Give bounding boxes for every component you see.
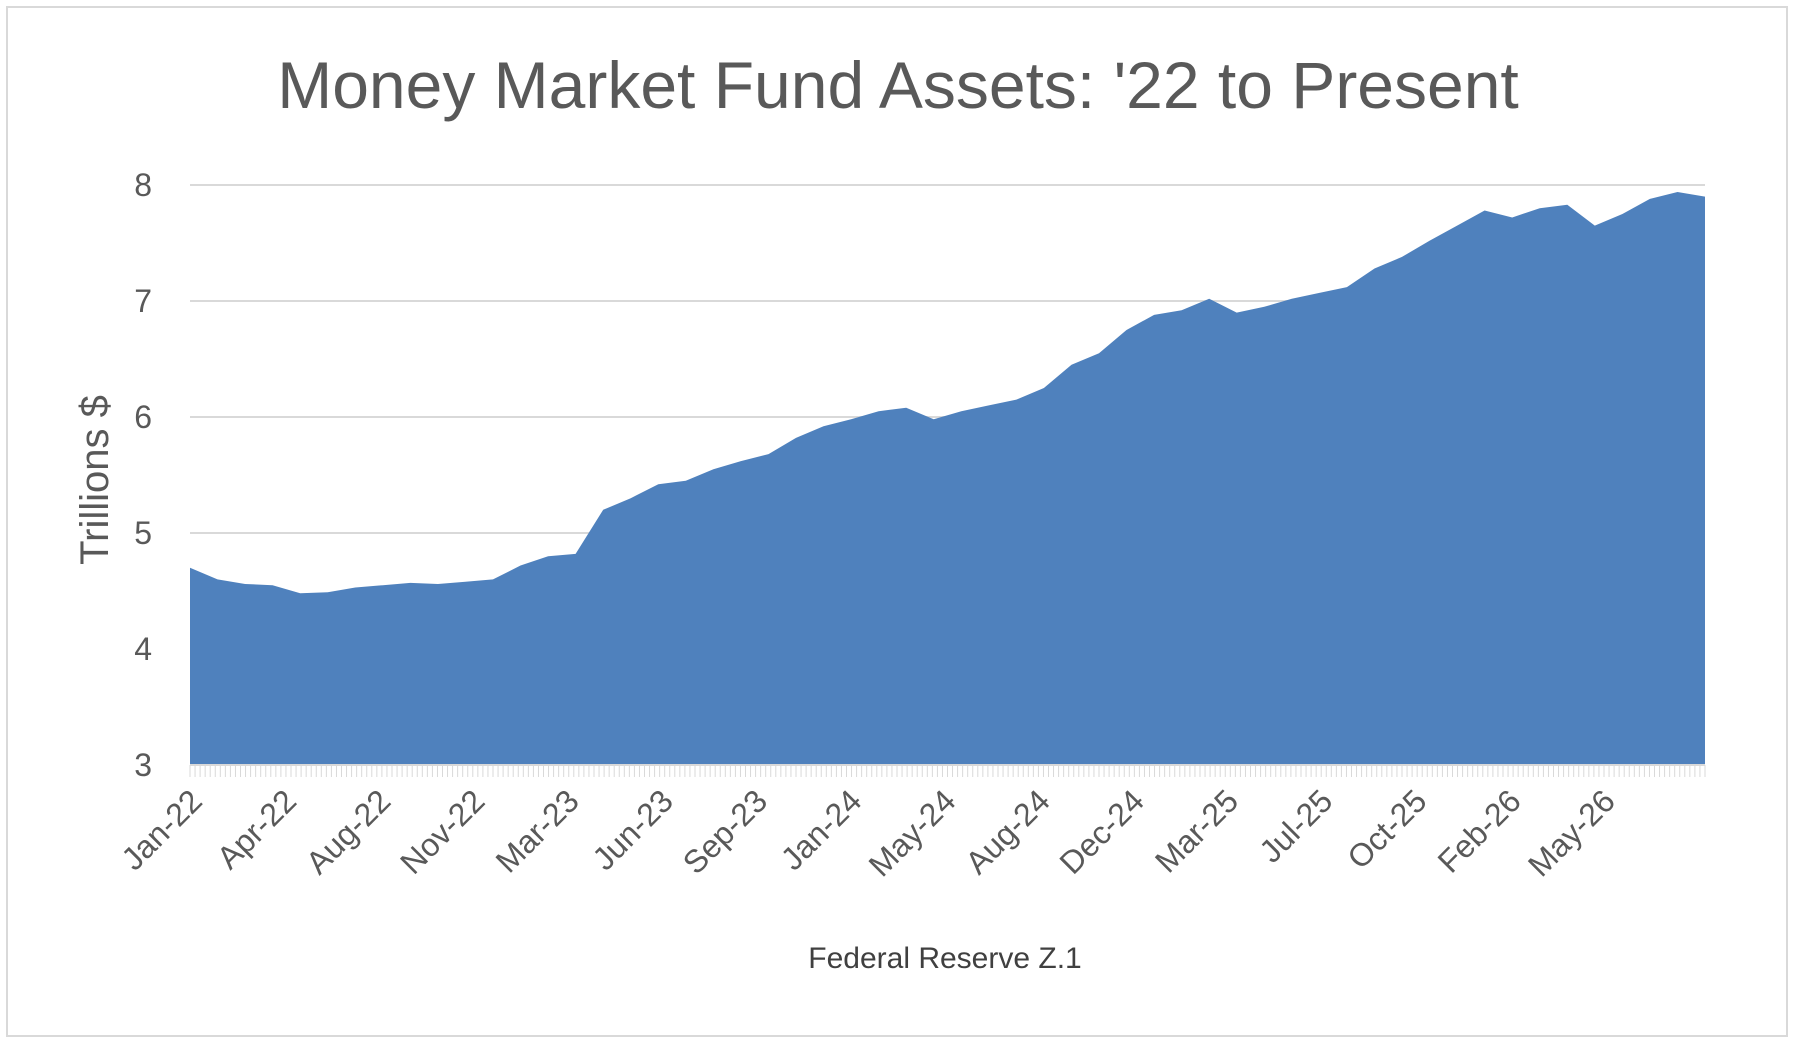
x-tick-label: Jul-25 (1252, 782, 1339, 869)
x-tick-label: May-24 (862, 782, 963, 883)
y-tick-label: 4 (134, 631, 152, 667)
y-tick-label: 8 (134, 167, 152, 203)
x-tick-label: Aug-22 (299, 782, 397, 880)
x-tick-label: Apr-22 (210, 782, 303, 875)
y-tick-label: 6 (134, 399, 152, 435)
y-axis-label: Trillions $ (73, 395, 117, 565)
x-tick-label: Jan-22 (114, 782, 209, 877)
x-tick-label: May-26 (1521, 782, 1622, 883)
x-tick-label: Jun-23 (585, 782, 680, 877)
x-tick-label: Dec-24 (1053, 782, 1151, 880)
y-tick-label: 5 (134, 515, 152, 551)
money-market-area-series (190, 192, 1705, 765)
chart-title: Money Market Fund Assets: '22 to Present (277, 48, 1519, 122)
y-tick-label: 7 (134, 283, 152, 319)
x-tick-label: Feb-26 (1431, 782, 1528, 879)
x-tick-label: Jan-24 (774, 782, 869, 877)
x-tick-label: Aug-24 (958, 782, 1056, 880)
x-axis-minor-ticks (189, 764, 1706, 777)
x-tick-label: Oct-25 (1340, 782, 1433, 875)
x-tick-label: Sep-23 (676, 782, 774, 880)
x-tick-label: Nov-22 (393, 782, 491, 880)
y-tick-label: 3 (134, 747, 152, 783)
x-tick-label: Mar-25 (1148, 782, 1245, 879)
y-axis-ticks: 3 4 5 6 7 8 (134, 167, 152, 783)
x-tick-label: Mar-23 (489, 782, 586, 879)
x-axis-label: Federal Reserve Z.1 (808, 942, 1081, 975)
